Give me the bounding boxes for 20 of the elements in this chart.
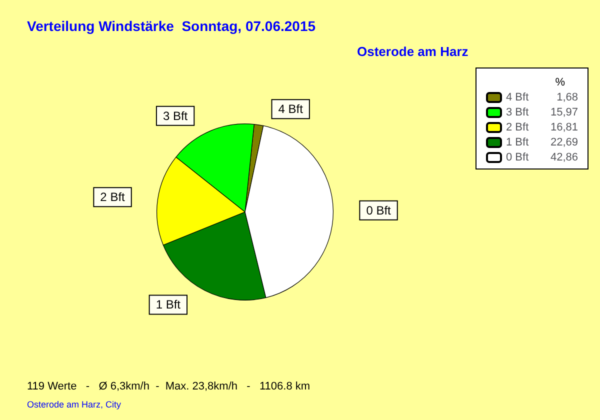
legend-label: 3 Bft <box>506 106 529 118</box>
legend-title: % <box>555 76 566 88</box>
slice-label: 0 Bft <box>366 203 392 218</box>
slice-label: 1 Bft <box>156 298 182 312</box>
slice-label: 2 Bft <box>100 190 126 204</box>
chart-title: Verteilung Windstärke Sonntag, 07.06.2015 <box>27 18 316 34</box>
data-label: 22,69 <box>550 136 578 148</box>
legend-label: 1 Bft <box>506 136 529 148</box>
legend-label: 4 Bft <box>506 92 529 104</box>
slice-label: 3 Bft <box>162 108 188 123</box>
category-label: 4 Bft <box>278 102 303 116</box>
data-label: 1,68 <box>556 92 578 104</box>
text: Osterode am Harz, City <box>27 400 122 410</box>
chart-subtitle: Osterode am Harz <box>357 44 469 59</box>
legend-label: 0 Bft <box>506 152 529 164</box>
data-label: 15,97 <box>550 106 578 118</box>
text: 119 Werte - Ø 6,3km/h - Max. 23,8km/h - 1106.8 km <box>27 380 310 392</box>
data-label: 42,86 <box>550 152 578 164</box>
data-label: 16,81 <box>550 122 578 134</box>
legend-label: 2 Bft <box>506 122 529 134</box>
